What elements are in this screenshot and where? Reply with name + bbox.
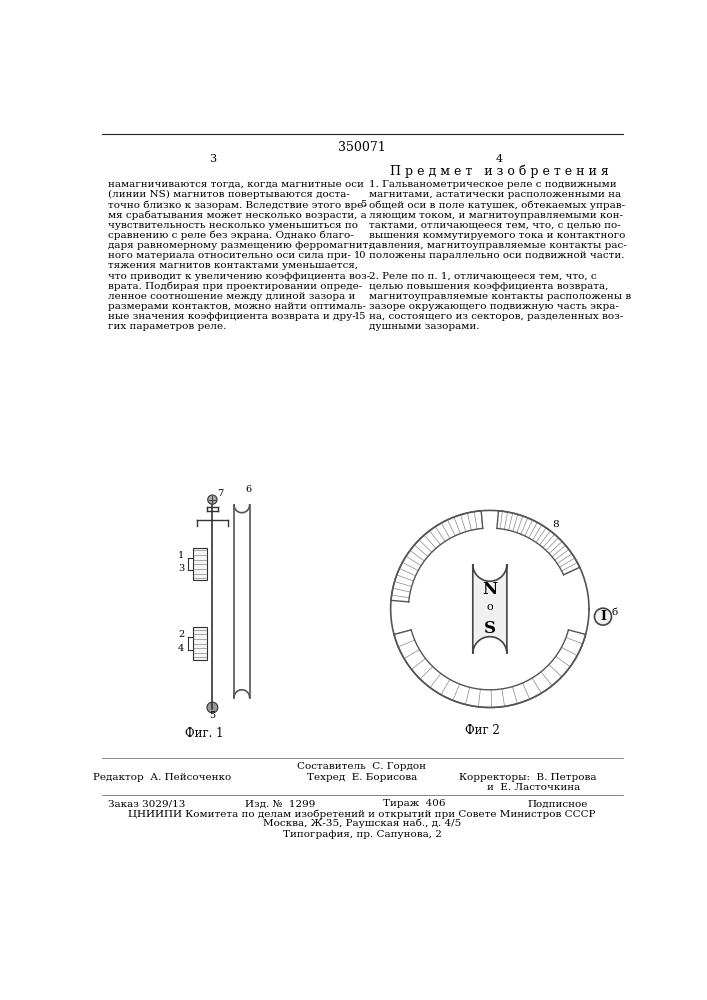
Text: тактами, отличающееся тем, что, с целью по-: тактами, отличающееся тем, что, с целью …: [369, 221, 621, 230]
Text: Техред  Е. Борисова: Техред Е. Борисова: [307, 773, 417, 782]
Text: ные значения коэффициента возврата и дру-: ные значения коэффициента возврата и дру…: [107, 312, 356, 321]
Text: I: I: [600, 610, 606, 623]
Text: 5: 5: [360, 200, 366, 209]
Text: ленное соотношение между длиной зазора и: ленное соотношение между длиной зазора и: [107, 292, 355, 301]
Text: 1. Гальванометрическое реле с подвижными: 1. Гальванометрическое реле с подвижными: [369, 180, 617, 189]
Text: что приводит к увеличению коэффициента воз-: что приводит к увеличению коэффициента в…: [107, 272, 370, 281]
Circle shape: [208, 495, 217, 504]
Text: врата. Подбирая при проектировании опреде-: врата. Подбирая при проектировании опред…: [107, 282, 362, 291]
Text: мя срабатывания может несколько возрасти, а: мя срабатывания может несколько возрасти…: [107, 211, 366, 220]
Circle shape: [595, 608, 612, 625]
Text: 10: 10: [354, 251, 366, 260]
Text: Фиг 2: Фиг 2: [464, 724, 499, 737]
Text: магнитоуправляемые контакты расположены в: магнитоуправляемые контакты расположены …: [369, 292, 631, 301]
Text: S: S: [484, 620, 496, 637]
Text: 4: 4: [496, 153, 503, 163]
Text: сравнению с реле без экрана. Однако благо-: сравнению с реле без экрана. Однако благ…: [107, 231, 354, 240]
Text: чувствительность несколько уменьшиться по: чувствительность несколько уменьшиться п…: [107, 221, 358, 230]
Text: душными зазорами.: душными зазорами.: [369, 322, 479, 331]
Text: и  Е. Ласточкина: и Е. Ласточкина: [487, 783, 580, 792]
Text: размерами контактов, можно найти оптималь-: размерами контактов, можно найти оптимал…: [107, 302, 366, 311]
Text: ЦНИИПИ Комитета по делам изобретений и открытий при Совете Министров СССР: ЦНИИПИ Комитета по делам изобретений и о…: [128, 809, 596, 819]
Bar: [193, 548, 207, 580]
Text: 8: 8: [552, 520, 559, 529]
Text: 7: 7: [217, 489, 223, 498]
Text: ляющим током, и магнитоуправляемыми кон-: ляющим током, и магнитоуправляемыми кон-: [369, 211, 623, 220]
Text: N: N: [482, 581, 498, 598]
Bar: [193, 627, 207, 660]
Circle shape: [207, 702, 218, 713]
Text: целью повышения коэффициента возврата,: целью повышения коэффициента возврата,: [369, 282, 608, 291]
Text: (линии NS) магнитов повертываются доста-: (линии NS) магнитов повертываются доста-: [107, 190, 350, 199]
Text: гих параметров реле.: гих параметров реле.: [107, 322, 226, 331]
Text: ного материала относительно оси сила при-: ного материала относительно оси сила при…: [107, 251, 351, 260]
Text: 2. Реле по п. 1, отличающееся тем, что, с: 2. Реле по п. 1, отличающееся тем, что, …: [369, 272, 597, 281]
Text: даря равномерному размещению ферромагнит-: даря равномерному размещению ферромагнит…: [107, 241, 372, 250]
Text: Корректоры:  В. Петрова: Корректоры: В. Петрова: [459, 773, 597, 782]
Text: вышения коммутируемого тока и контактного: вышения коммутируемого тока и контактног…: [369, 231, 625, 240]
Text: Фиг. 1: Фиг. 1: [185, 727, 224, 740]
Text: Редактор  А. Пейсоченко: Редактор А. Пейсоченко: [93, 773, 231, 782]
Text: тяжения магнитов контактами уменьшается,: тяжения магнитов контактами уменьшается,: [107, 261, 358, 270]
Text: зазоре окружающего подвижную часть экра-: зазоре окружающего подвижную часть экра-: [369, 302, 619, 311]
Text: точно близко к зазорам. Вследствие этого вре-: точно близко к зазорам. Вследствие этого…: [107, 200, 366, 210]
Text: б: б: [612, 608, 618, 617]
Text: 350071: 350071: [338, 141, 386, 154]
Text: положены параллельно оси подвижной части.: положены параллельно оси подвижной части…: [369, 251, 624, 260]
Text: 3: 3: [178, 564, 185, 573]
Text: 2: 2: [178, 630, 185, 639]
Text: 4: 4: [178, 644, 185, 653]
Text: общей оси в поле катушек, обтекаемых управ-: общей оси в поле катушек, обтекаемых упр…: [369, 200, 625, 210]
Text: Составитель  С. Гордон: Составитель С. Гордон: [298, 762, 426, 771]
Text: 3: 3: [209, 153, 216, 163]
Text: 5: 5: [209, 711, 216, 720]
Text: 15: 15: [354, 312, 366, 321]
Text: на, состоящего из секторов, разделенных воз-: на, состоящего из секторов, разделенных …: [369, 312, 623, 321]
Text: П р е д м е т   и з о б р е т е н и я: П р е д м е т и з о б р е т е н и я: [390, 164, 609, 178]
Text: намагничиваются тогда, когда магнитные оси: намагничиваются тогда, когда магнитные о…: [107, 180, 363, 189]
Text: Тираж  406: Тираж 406: [382, 799, 445, 808]
Text: Москва, Ж-35, Раушская наб., д. 4/5: Москва, Ж-35, Раушская наб., д. 4/5: [263, 818, 461, 828]
Text: Типография, пр. Сапунова, 2: Типография, пр. Сапунова, 2: [283, 830, 441, 839]
Text: Подписное: Подписное: [527, 799, 588, 808]
Text: Заказ 3029/13: Заказ 3029/13: [107, 799, 185, 808]
Text: 1: 1: [178, 551, 185, 560]
Text: давления, магнитоуправляемые контакты рас-: давления, магнитоуправляемые контакты ра…: [369, 241, 626, 250]
Text: магнитами, астатически расположенными на: магнитами, астатически расположенными на: [369, 190, 621, 199]
Text: Изд. №  1299: Изд. № 1299: [245, 799, 316, 808]
Polygon shape: [473, 564, 507, 654]
Text: 6: 6: [246, 485, 252, 494]
Text: о: о: [486, 602, 493, 612]
